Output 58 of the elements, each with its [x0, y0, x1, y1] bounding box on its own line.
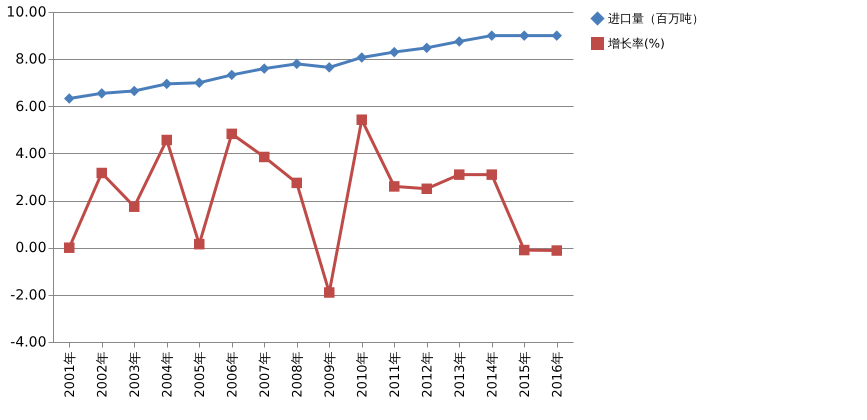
point	[552, 30, 562, 41]
legend-label: 增长率(%)	[607, 36, 665, 50]
x-tick-label: 2009年	[322, 352, 338, 398]
point	[356, 114, 367, 125]
x-tick-label: 2008年	[290, 352, 306, 398]
x-tick-label: 2011年	[388, 352, 403, 398]
y-tick-label: 8.00	[15, 52, 46, 68]
point	[552, 245, 562, 256]
point	[64, 93, 74, 104]
x-tick-label: 2006年	[225, 352, 240, 398]
x-tick-label: 2010年	[355, 352, 370, 398]
x-tick-label: 2013年	[452, 352, 468, 398]
point	[324, 287, 334, 298]
point	[389, 46, 400, 58]
point	[292, 58, 302, 70]
point	[194, 77, 204, 88]
x-tick-label: 2014年	[485, 352, 500, 398]
point	[129, 201, 140, 212]
x-tick-label: 2007年	[258, 352, 273, 398]
x-tick-label: 2005年	[192, 352, 208, 398]
point	[324, 62, 334, 73]
y-tick-label: 4.00	[15, 146, 46, 162]
point	[64, 242, 74, 253]
point	[422, 42, 432, 54]
point	[259, 63, 270, 74]
x-tick-label: 2004年	[160, 352, 176, 398]
y-tick-label: 6.00	[15, 98, 46, 115]
legend-label: 进口量（百万吨）	[608, 12, 704, 26]
y-tick-label: 2.00	[15, 193, 46, 210]
point	[486, 169, 497, 180]
y-tick-label: -4.00	[10, 334, 46, 350]
point	[162, 134, 172, 146]
point	[96, 88, 107, 99]
point	[129, 86, 140, 96]
x-tick-label: 2012年	[420, 352, 436, 398]
point	[454, 36, 464, 47]
x-tick-label: 2016年	[550, 352, 566, 398]
point	[96, 168, 107, 178]
x-tick-label: 2002年	[95, 352, 110, 398]
point	[422, 184, 432, 194]
point	[259, 152, 270, 162]
point	[226, 128, 237, 140]
x-tick-label: 2001年	[62, 352, 78, 398]
y-tick-label: -2.00	[10, 287, 46, 304]
point	[226, 70, 237, 80]
point	[162, 78, 172, 90]
y-tick-label: 0.00	[15, 240, 46, 256]
point	[194, 238, 204, 250]
point	[454, 169, 464, 180]
point	[292, 178, 302, 188]
point	[389, 181, 400, 192]
point	[486, 30, 497, 41]
point	[356, 52, 367, 63]
y-tick-label: 10.00	[6, 4, 46, 20]
point	[519, 30, 530, 41]
x-tick-label: 2015年	[518, 352, 533, 398]
x-tick-label: 2003年	[128, 352, 143, 398]
point	[519, 244, 530, 256]
